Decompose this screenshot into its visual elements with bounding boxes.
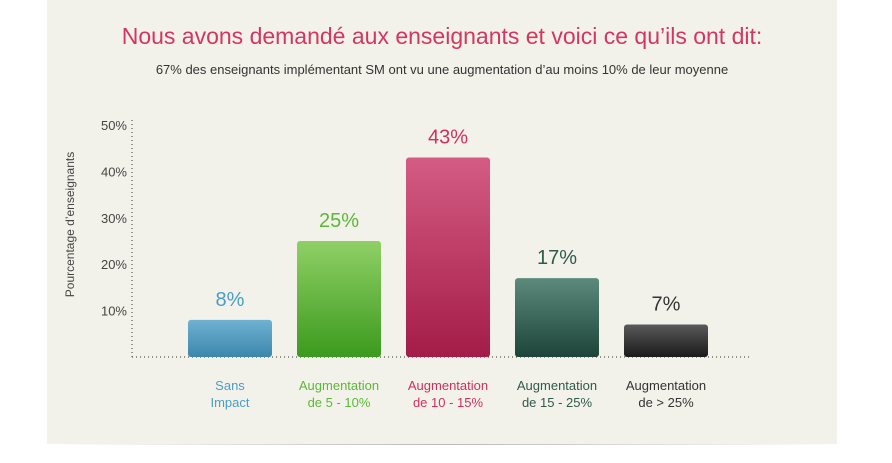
chart-subtitle: 67% des enseignants implémentant SM ont … (155, 62, 729, 77)
category-label: Augmentation (626, 378, 706, 393)
data-label: 17% (537, 247, 577, 269)
y-tick-label: 50% (101, 118, 127, 133)
bar (515, 278, 599, 357)
y-tick-label: 10% (101, 304, 127, 319)
chart-title: Nous avons demandé aux enseignants et vo… (121, 23, 763, 49)
category-label: Augmentation (517, 378, 597, 393)
data-label: 8% (216, 289, 245, 311)
y-tick-label: 20% (101, 257, 127, 272)
data-label: 7% (652, 294, 681, 316)
bar (624, 324, 708, 357)
y-tick-label: 40% (101, 164, 127, 179)
data-label: 43% (428, 126, 468, 148)
category-label: de 15 - 25% (522, 395, 593, 410)
y-axis-label: Pourcentage d’enseignants (63, 152, 77, 297)
data-label: 25% (319, 210, 359, 232)
bar (406, 157, 490, 357)
category-label: Augmentation (408, 378, 488, 393)
category-label: Sans (215, 378, 245, 393)
y-tick-label: 30% (101, 211, 127, 226)
bar-chart: 10% 20% 30% 40% 50% Pourcentage d’enseignants… (63, 118, 752, 410)
bar (297, 241, 381, 357)
category-label: de > 25% (638, 395, 694, 410)
category-label: Augmentation (299, 378, 379, 393)
category-label: Impact (210, 395, 249, 410)
category-label: de 10 - 15% (413, 395, 484, 410)
infographic-card: Nous avons demandé aux enseignants et vo… (47, 0, 837, 444)
category-label: de 5 - 10% (308, 395, 371, 410)
bar (188, 319, 272, 357)
